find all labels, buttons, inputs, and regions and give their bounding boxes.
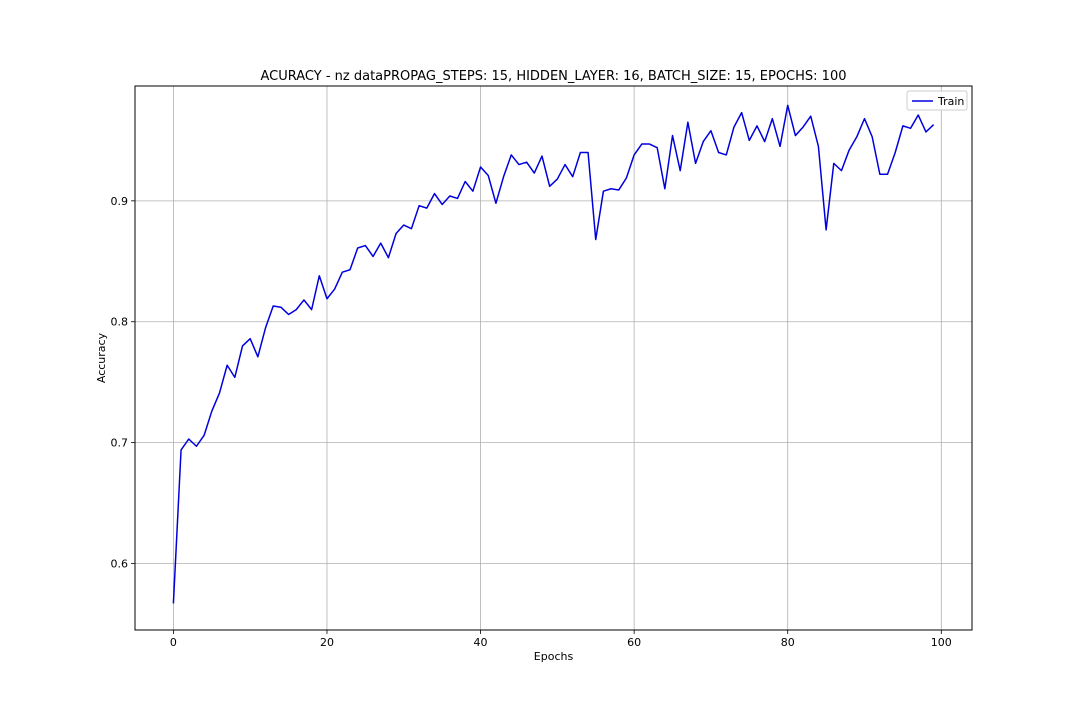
x-tick-label: 0 xyxy=(170,636,177,649)
series-layer xyxy=(172,104,935,604)
x-tick-label: 40 xyxy=(474,636,488,649)
grid xyxy=(135,86,972,630)
x-axis-label: Epochs xyxy=(534,650,574,663)
y-tick-label: 0.6 xyxy=(111,558,129,571)
x-tick-label: 20 xyxy=(320,636,334,649)
y-axis-label: Accuracy xyxy=(95,332,108,383)
ticks: 0 20 40 60 80 100 0.6 0.7 0.8 0.9 xyxy=(111,195,952,649)
series-line-train xyxy=(172,104,935,604)
y-tick-label: 0.7 xyxy=(111,437,129,450)
legend-box xyxy=(906,90,968,111)
legend: Train xyxy=(906,90,968,111)
plot-frame xyxy=(134,85,973,631)
y-tick-label: 0.9 xyxy=(111,195,129,208)
legend-label: Train xyxy=(937,95,964,108)
chart-title: ACURACY - nz dataPROPAG_STEPS: 15, HIDDE… xyxy=(261,69,847,84)
x-tick-label: 60 xyxy=(627,636,641,649)
x-tick-label: 100 xyxy=(931,636,952,649)
y-tick-label: 0.8 xyxy=(111,316,129,329)
x-tick-label: 80 xyxy=(781,636,795,649)
